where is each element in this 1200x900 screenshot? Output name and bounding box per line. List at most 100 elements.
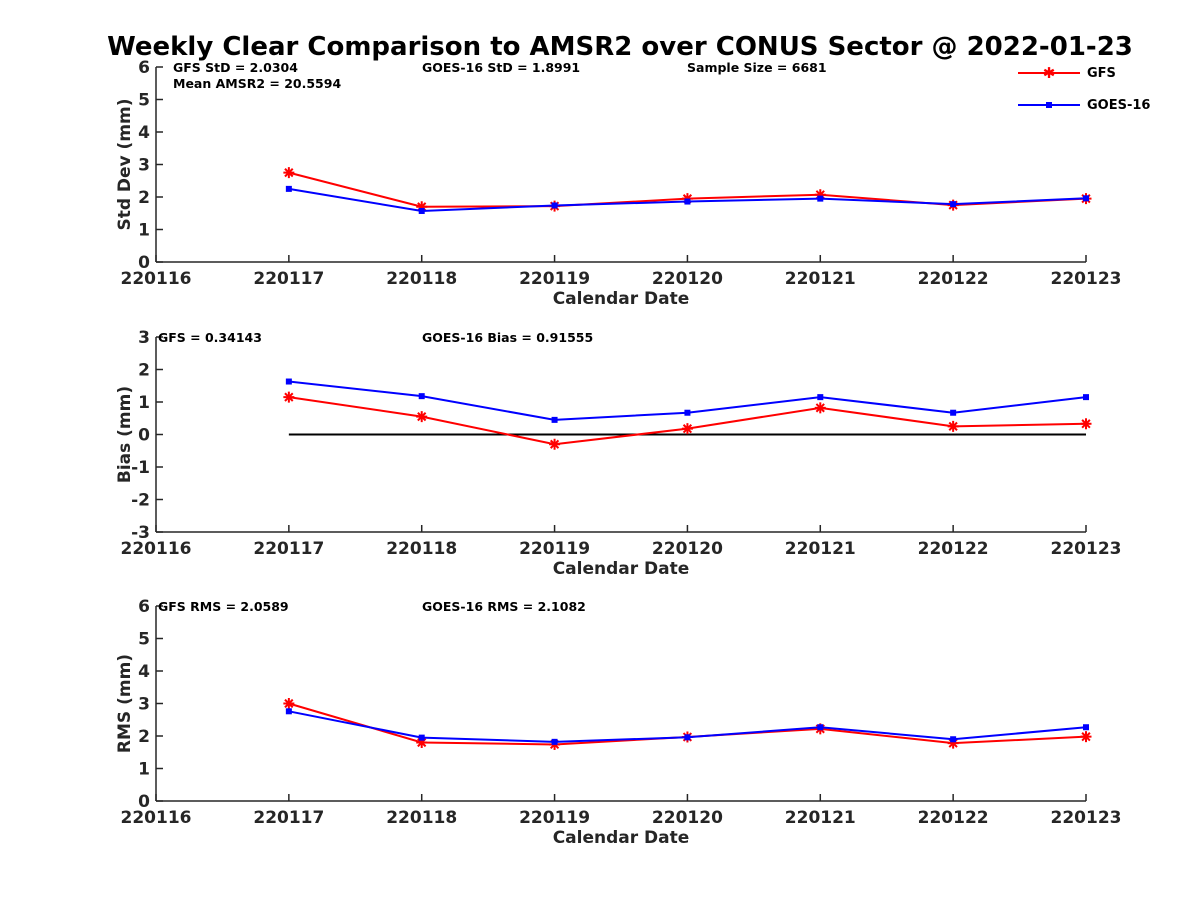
y-tick-label: 1 [138, 393, 150, 413]
x-tick-label: 220123 [1051, 808, 1122, 828]
x-tick-label: 220116 [121, 269, 192, 289]
legend-goes16-marker [1046, 102, 1052, 108]
data-point-gfs [1080, 418, 1092, 430]
data-point-goes16 [551, 738, 558, 745]
data-point-gfs [947, 420, 959, 432]
data-point-gfs [1080, 731, 1092, 743]
y-tick-label: 1 [138, 760, 150, 780]
legend: ✱ GFS GOES-16 [1018, 64, 1150, 113]
x-tick-label: 220122 [918, 269, 989, 289]
data-point-gfs [283, 698, 295, 709]
data-point-goes16 [418, 734, 425, 741]
x-tick-label: 220122 [918, 808, 989, 828]
y-tick-label: -2 [131, 491, 150, 511]
y-tick-label: 5 [138, 91, 150, 111]
y-tick-label: 0 [138, 426, 150, 446]
data-point-goes16 [950, 409, 957, 416]
panel-rms: 0 1 2 3 4 5 6 220116 220117 220118 220119 220120 220… [115, 597, 1121, 848]
stat-annotation: GFS = 0.34143 [158, 330, 262, 345]
panel-bias: -3 -2 -1 0 1 2 3 220116 220117 220118 220119 220120… [115, 328, 1121, 579]
x-tick-label: 220118 [386, 808, 457, 828]
data-point-goes16 [1083, 195, 1089, 202]
x-tick-label: 220120 [652, 539, 723, 559]
x-tick-label: 220119 [519, 808, 590, 828]
y-tick-label: 0 [138, 253, 150, 273]
y-tick-label: -1 [131, 458, 150, 478]
y-tick-label: 5 [138, 630, 150, 650]
data-point-goes16 [285, 378, 292, 385]
x-tick-label: 220117 [253, 539, 324, 559]
data-point-goes16 [418, 393, 425, 400]
y-tick-label: 6 [138, 597, 150, 617]
chart-title: Weekly Clear Comparison to AMSR2 over CO… [107, 32, 1133, 62]
data-point-goes16 [285, 708, 292, 715]
data-point-goes16 [551, 416, 558, 423]
y-axis-label: Std Dev (mm) [115, 98, 135, 230]
legend-goes16-label: GOES-16 [1087, 98, 1150, 113]
x-tick-label: 220116 [121, 808, 192, 828]
x-tick-label: 220122 [918, 539, 989, 559]
data-point-gfs [283, 391, 295, 403]
stat-annotation: GOES-16 StD = 1.8991 [422, 60, 580, 75]
y-tick-label: 3 [138, 695, 150, 715]
y-tick-label: 2 [138, 361, 150, 381]
legend-gfs-marker: ✱ [1043, 64, 1056, 82]
x-tick-label: 220118 [386, 539, 457, 559]
stat-annotation: GFS StD = 2.0304 [173, 60, 298, 75]
y-tick-label: 6 [138, 58, 150, 78]
data-point-gfs [416, 411, 428, 423]
data-point-gfs [549, 438, 561, 450]
y-tick-label: 3 [138, 328, 150, 348]
data-point-goes16 [684, 734, 691, 741]
y-tick-label: 3 [138, 156, 150, 176]
y-tick-label: 0 [138, 792, 150, 812]
data-point-goes16 [1083, 724, 1089, 731]
y-tick-label: 2 [138, 727, 150, 747]
x-axis-label: Calendar Date [553, 559, 690, 579]
y-axis-label: RMS (mm) [115, 654, 135, 753]
series-line-gfs [288, 396, 1087, 446]
x-tick-label: 220123 [1051, 269, 1122, 289]
y-tick-label: 4 [138, 123, 150, 143]
stat-annotation: GOES-16 Bias = 0.91555 [422, 330, 593, 345]
y-tick-label: 2 [138, 188, 150, 208]
data-point-goes16 [684, 198, 691, 205]
legend-gfs-label: GFS [1087, 66, 1116, 81]
stat-annotation: Mean AMSR2 = 20.5594 [173, 76, 341, 91]
y-tick-label: 1 [138, 221, 150, 241]
stat-annotation: GOES-16 RMS = 2.1082 [422, 599, 586, 614]
stat-annotation: Sample Size = 6681 [687, 60, 827, 75]
x-axis-label: Calendar Date [553, 289, 690, 309]
x-tick-label: 220121 [785, 808, 856, 828]
x-axis-label: Calendar Date [553, 828, 690, 848]
data-point-goes16 [817, 195, 824, 202]
data-point-goes16 [1083, 394, 1089, 401]
x-tick-label: 220121 [785, 269, 856, 289]
data-point-goes16 [817, 724, 824, 731]
data-point-gfs [681, 423, 693, 435]
data-point-goes16 [950, 736, 957, 743]
data-point-goes16 [817, 394, 824, 401]
x-tick-label: 220119 [519, 539, 590, 559]
y-axis-label: Bias (mm) [115, 386, 135, 483]
y-tick-label: -3 [131, 523, 150, 543]
y-tick-label: 4 [138, 662, 150, 682]
x-tick-label: 220121 [785, 539, 856, 559]
x-tick-label: 220117 [253, 269, 324, 289]
x-tick-label: 220120 [652, 269, 723, 289]
data-point-goes16 [285, 185, 292, 192]
x-tick-label: 220123 [1051, 539, 1122, 559]
x-tick-label: 220120 [652, 808, 723, 828]
data-point-goes16 [684, 409, 691, 416]
x-tick-label: 220116 [121, 539, 192, 559]
data-point-goes16 [418, 207, 425, 214]
data-point-gfs [283, 167, 295, 179]
x-tick-label: 220119 [519, 269, 590, 289]
data-point-goes16 [950, 201, 957, 208]
x-tick-label: 220118 [386, 269, 457, 289]
data-point-goes16 [551, 202, 558, 209]
data-point-gfs [814, 402, 826, 414]
panel-std: 0 1 2 3 4 5 6 220116 220117 220118 220119 220120 220… [115, 58, 1121, 309]
